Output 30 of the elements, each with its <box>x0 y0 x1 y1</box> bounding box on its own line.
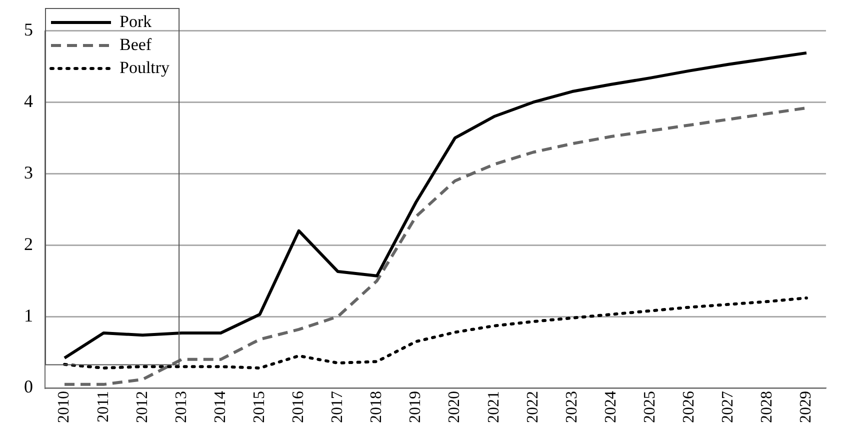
legend-label: Beef <box>120 34 152 54</box>
x-tick-label: 2028 <box>758 391 776 423</box>
x-tick-label: 2014 <box>212 391 229 423</box>
x-tick-label: 2016 <box>290 391 308 423</box>
x-tick-label: 2018 <box>368 391 386 423</box>
legend-label: Pork <box>120 12 152 31</box>
x-tick-label: 2027 <box>720 391 737 423</box>
x-tick-label: 2013 <box>172 391 190 423</box>
x-tick-label: 2015 <box>250 391 268 423</box>
x-tick-label: 2026 <box>680 391 698 423</box>
legend-label: Poultry <box>120 58 170 77</box>
x-tick-label: 2020 <box>446 391 464 423</box>
x-tick-label: 2011 <box>94 391 112 422</box>
x-tick-label: 2024 <box>602 391 620 423</box>
x-tick-label: 2029 <box>798 391 815 423</box>
x-tick-label: 2010 <box>56 391 73 423</box>
y-tick-label: 5 <box>24 20 33 40</box>
x-tick-label: 2017 <box>329 391 346 423</box>
y-tick-label: 1 <box>24 305 33 326</box>
x-tick-label: 2025 <box>641 391 658 423</box>
y-tick-label: 0 <box>24 376 33 397</box>
x-tick-label: 2023 <box>563 391 580 423</box>
x-tick-label: 2021 <box>485 391 502 423</box>
x-tick-label: 2012 <box>134 391 151 423</box>
x-tick-label: 2019 <box>407 391 424 423</box>
x-tick-label: 2022 <box>524 391 542 423</box>
y-tick-label: 4 <box>24 90 33 111</box>
y-tick-label: 3 <box>24 162 33 182</box>
y-tick-label: 2 <box>24 234 33 254</box>
line-series <box>63 296 808 370</box>
